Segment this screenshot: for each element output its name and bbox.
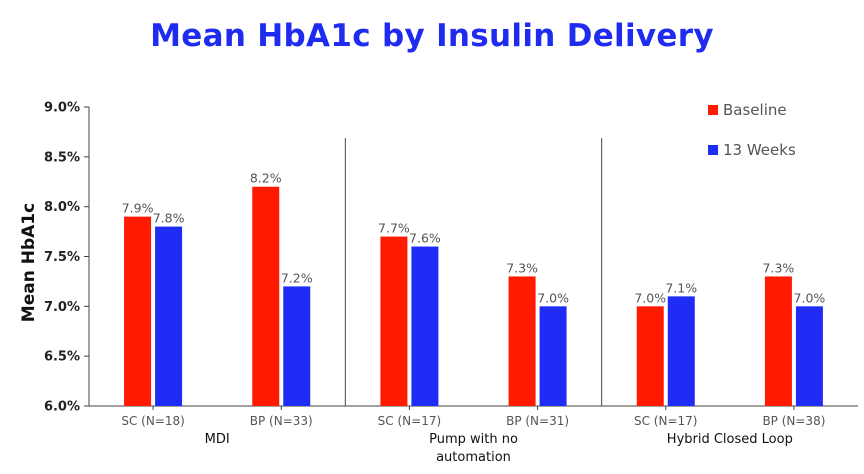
- bar-baseline: [508, 276, 536, 406]
- data-label: 7.9%: [122, 201, 154, 216]
- x-tick-label: SC (N=18): [121, 414, 184, 428]
- y-tick-label: 8.5%: [44, 150, 80, 165]
- group-label: MDI: [205, 432, 230, 447]
- x-tick-label: SC (N=17): [378, 414, 441, 428]
- group-label: Pump with no: [429, 432, 518, 447]
- y-axis-label: Mean HbA1c: [19, 203, 39, 322]
- bar-baseline: [764, 276, 792, 406]
- x-tick-label: BP (N=31): [506, 414, 569, 428]
- y-tick-label: 6.0%: [44, 400, 80, 415]
- bar-13-weeks: [283, 286, 311, 406]
- y-tick-label: 7.5%: [44, 250, 80, 265]
- y-tick-label: 7.0%: [44, 300, 80, 315]
- bar-baseline: [636, 306, 664, 406]
- data-label: 7.6%: [409, 231, 441, 246]
- data-label: 7.3%: [506, 260, 538, 275]
- bar-13-weeks: [155, 226, 183, 406]
- data-label: 7.0%: [537, 290, 569, 305]
- bar-baseline: [380, 236, 408, 406]
- data-label: 7.1%: [665, 280, 697, 295]
- group-label: automation: [436, 450, 511, 465]
- group-label: Hybrid Closed Loop: [667, 432, 793, 447]
- data-label: 7.7%: [378, 221, 410, 236]
- bar-13-weeks: [795, 306, 823, 406]
- bar-13-weeks: [539, 306, 567, 406]
- legend-label: Baseline: [723, 101, 787, 119]
- chart-title: Mean HbA1c by Insulin Delivery: [150, 18, 714, 54]
- bar-baseline: [252, 186, 280, 406]
- data-label: 7.3%: [763, 260, 795, 275]
- y-tick-label: 6.5%: [44, 350, 80, 365]
- legend-swatch: [708, 145, 718, 155]
- bar-13-weeks: [411, 246, 439, 406]
- data-label: 7.2%: [281, 270, 313, 285]
- x-tick-label: SC (N=17): [634, 414, 697, 428]
- data-label: 7.0%: [794, 290, 826, 305]
- data-label: 7.0%: [634, 290, 666, 305]
- y-tick-label: 8.0%: [44, 200, 80, 215]
- x-tick-label: BP (N=33): [250, 414, 313, 428]
- legend-label: 13 Weeks: [723, 141, 796, 159]
- data-label: 8.2%: [250, 171, 282, 186]
- x-tick-label: BP (N=38): [762, 414, 825, 428]
- bar-baseline: [124, 216, 152, 406]
- data-label: 7.8%: [153, 211, 185, 226]
- legend-swatch: [708, 105, 718, 115]
- y-tick-label: 9.0%: [44, 101, 80, 116]
- bar-13-weeks: [667, 296, 695, 406]
